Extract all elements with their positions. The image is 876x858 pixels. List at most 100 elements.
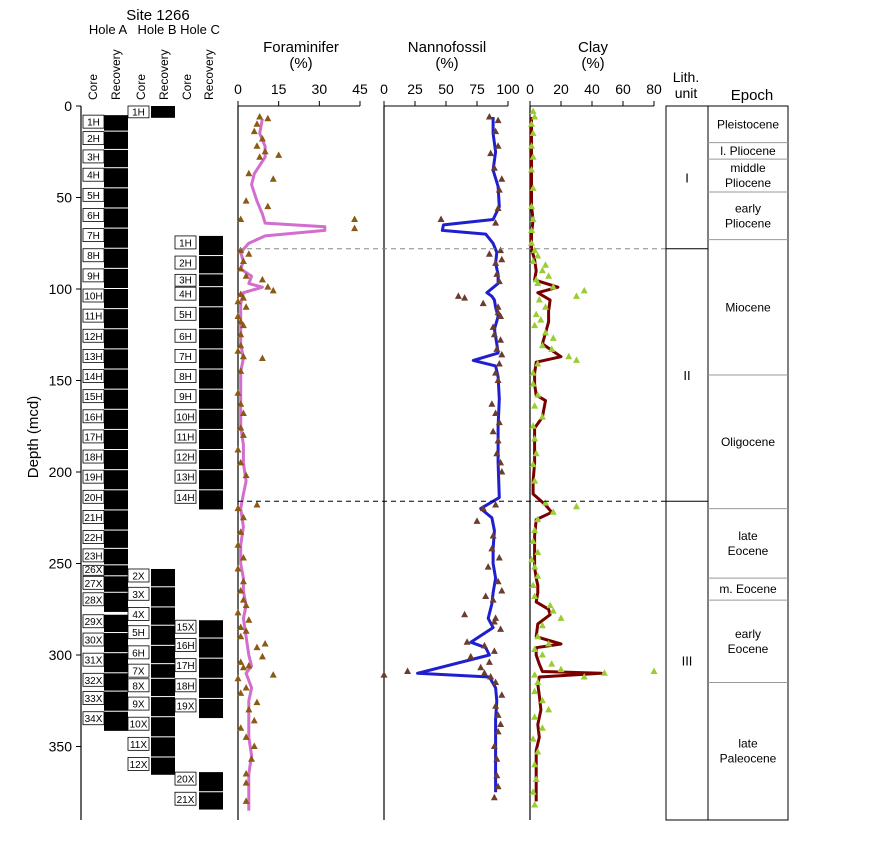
core-label: 30X (85, 636, 103, 647)
data-point (256, 153, 264, 160)
data-point (534, 391, 542, 398)
core-label: 5H (87, 191, 100, 202)
data-point (250, 716, 258, 724)
core-interval: 27X (82, 575, 128, 592)
core-label: 6H (179, 332, 192, 343)
data-point (494, 116, 502, 124)
recovery-bar (199, 490, 223, 510)
core-label-box (127, 568, 150, 583)
core-interval: 11H (82, 308, 128, 329)
core-label: 20X (177, 775, 195, 786)
core-interval: 15H (82, 389, 128, 409)
core-label: 12H (84, 332, 102, 343)
hole-c-cores: 1H 2H 3H 4H 5H 6H 7H 8H 9H 10H 11H 12H 13H 14H 15X 16H 1… (174, 235, 223, 810)
core-interval: 6H (174, 328, 223, 349)
core-label: 6H (87, 211, 100, 222)
data-point (573, 356, 580, 363)
data-point (351, 215, 359, 222)
epoch-label: Miocene (725, 300, 771, 314)
data-point (537, 316, 545, 323)
recovery-bar (104, 289, 128, 309)
data-point (495, 360, 503, 367)
depth-tick-label: 0 (64, 98, 72, 114)
data-point (234, 389, 242, 396)
data-point (549, 607, 557, 614)
core-label: 2H (87, 134, 100, 145)
recovery-bar (199, 678, 223, 698)
data-point (538, 266, 546, 274)
lith-column-frame (665, 105, 709, 821)
core-interval: 8H (174, 369, 223, 389)
hole-a-core-header: Core (86, 74, 100, 100)
core-label-box (127, 645, 150, 660)
core-interval: 9H (174, 389, 223, 409)
recovery-bar (104, 228, 128, 248)
core-label: 2X (132, 571, 145, 582)
core-label: 13H (176, 473, 194, 484)
depth-axis-label: Depth (mcd) (25, 396, 42, 479)
data-point (492, 702, 500, 709)
data-point (531, 713, 539, 720)
data-point (534, 360, 542, 367)
recovery-bar (199, 409, 223, 429)
core-interval: 18H (174, 678, 223, 698)
core-label: 28X (85, 595, 103, 606)
core-label: 14H (176, 493, 194, 504)
data-point (497, 312, 505, 319)
x-tick-label: 30 (312, 81, 328, 97)
core-interval: 10H (82, 288, 128, 309)
data-point (239, 409, 247, 416)
recovery-bar (151, 664, 175, 678)
data-point (495, 418, 503, 426)
core-interval: 6H (82, 208, 128, 228)
data-point (492, 678, 500, 685)
data-point (557, 665, 565, 673)
data-point (529, 184, 537, 191)
core-interval: 7X (127, 663, 175, 678)
core-label-box (174, 489, 197, 504)
data-point (234, 347, 242, 354)
data-point (237, 341, 245, 349)
data-point (497, 336, 505, 343)
data-point (542, 328, 549, 336)
data-point (234, 297, 242, 305)
data-point (538, 341, 546, 349)
recovery-bar (104, 633, 128, 653)
core-label-box (127, 105, 150, 119)
data-point (237, 264, 245, 272)
data-point (351, 224, 359, 232)
data-point (492, 259, 500, 266)
data-point (538, 621, 546, 629)
core-label: 4H (87, 171, 100, 182)
recovery-bar (104, 389, 128, 409)
data-point (480, 669, 488, 676)
core-interval: 9X (127, 696, 175, 717)
core-label: 21H (84, 513, 102, 524)
data-point (545, 272, 553, 279)
core-label: 3H (179, 276, 192, 287)
data-point (494, 204, 502, 211)
core-label-box (174, 255, 197, 270)
data-point (489, 323, 497, 330)
recovery-bar (104, 429, 128, 450)
epoch-label: late (738, 737, 758, 751)
data-point (494, 376, 502, 383)
epoch-label: Pleistocene (717, 117, 779, 131)
data-point (498, 468, 506, 475)
core-interval: 12H (174, 449, 223, 470)
data-point (492, 127, 500, 135)
recovery-bar (199, 389, 223, 409)
lith-unit-label: II (683, 368, 690, 383)
x-tick-label: 45 (352, 81, 368, 97)
core-label: 7H (179, 352, 192, 363)
data-point (245, 705, 253, 713)
data-point (234, 541, 242, 548)
depth-axis: Depth (mcd) 0 50 100 150 200 250 300 350 (25, 98, 82, 820)
data-point (242, 733, 250, 740)
epoch-label: middle (730, 161, 766, 175)
data-point (253, 120, 261, 127)
core-interval: 8X (127, 678, 175, 697)
recovery-bar (104, 131, 128, 149)
data-point (245, 250, 253, 257)
data-point (261, 147, 269, 155)
